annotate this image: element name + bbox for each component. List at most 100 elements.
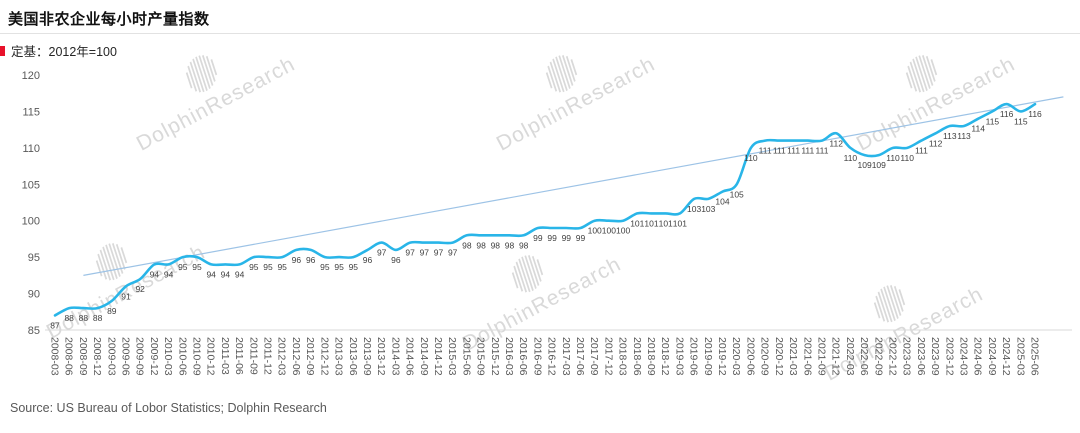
svg-text:2023-06: 2023-06 [915, 337, 927, 376]
svg-text:2017-06: 2017-06 [574, 337, 586, 376]
x-axis-labels: 2008-03 2008-06 2008-09 2008-12 2009-03 2009-… [49, 337, 1041, 376]
subtitle-row: 定基：2012年=100 [0, 41, 117, 60]
svg-text:2021-12: 2021-12 [830, 337, 842, 376]
base-note: 定基：2012年=100 [11, 45, 117, 59]
svg-text:2008-09: 2008-09 [77, 337, 89, 376]
svg-text:101: 101 [659, 218, 673, 228]
svg-text:2009-03: 2009-03 [105, 337, 117, 376]
svg-text:112: 112 [829, 138, 843, 148]
svg-text:109: 109 [872, 160, 886, 170]
svg-text:111: 111 [773, 146, 786, 156]
svg-text:115: 115 [22, 106, 40, 118]
svg-text:2017-09: 2017-09 [588, 337, 600, 376]
svg-text:97: 97 [448, 248, 458, 258]
svg-text:100: 100 [602, 226, 616, 236]
svg-text:2012-06: 2012-06 [290, 337, 302, 376]
svg-text:2009-12: 2009-12 [148, 337, 160, 376]
svg-text:2013-06: 2013-06 [347, 337, 359, 376]
svg-text:2019-09: 2019-09 [702, 337, 714, 376]
svg-text:2017-03: 2017-03 [560, 337, 572, 376]
svg-text:2015-09: 2015-09 [475, 337, 487, 376]
red-marker [0, 45, 5, 56]
svg-text:95: 95 [320, 262, 330, 272]
svg-text:113: 113 [957, 131, 971, 141]
svg-text:2022-09: 2022-09 [872, 337, 884, 376]
svg-text:2021-03: 2021-03 [787, 337, 799, 376]
svg-text:94: 94 [221, 269, 231, 279]
svg-text:2015-03: 2015-03 [446, 337, 458, 376]
svg-text:2025-03: 2025-03 [1014, 337, 1026, 376]
svg-text:95: 95 [263, 262, 273, 272]
svg-text:111: 111 [801, 146, 814, 156]
svg-text:2022-06: 2022-06 [858, 337, 870, 376]
svg-text:2012-12: 2012-12 [318, 337, 330, 376]
svg-text:91: 91 [121, 291, 131, 301]
svg-text:2022-03: 2022-03 [844, 337, 856, 376]
svg-text:2019-06: 2019-06 [688, 337, 700, 376]
svg-text:89: 89 [107, 306, 117, 316]
svg-text:96: 96 [391, 255, 401, 265]
svg-text:96: 96 [306, 255, 316, 265]
page-title: 美国非农企业每小时产量指数 [8, 11, 210, 28]
svg-text:98: 98 [476, 240, 486, 250]
svg-text:101: 101 [644, 218, 658, 228]
svg-text:95: 95 [277, 262, 287, 272]
svg-text:99: 99 [562, 233, 572, 243]
svg-text:90: 90 [28, 289, 40, 301]
svg-text:110: 110 [22, 143, 40, 155]
svg-text:2010-12: 2010-12 [205, 337, 217, 376]
svg-text:101: 101 [673, 218, 687, 228]
svg-text:111: 111 [759, 146, 772, 156]
svg-text:95: 95 [178, 262, 188, 272]
svg-text:110: 110 [900, 153, 914, 163]
svg-text:2022-12: 2022-12 [887, 337, 899, 376]
svg-text:101: 101 [630, 218, 644, 228]
svg-text:2020-06: 2020-06 [744, 337, 756, 376]
svg-text:113: 113 [943, 131, 957, 141]
svg-text:2014-03: 2014-03 [389, 337, 401, 376]
svg-text:2016-12: 2016-12 [546, 337, 558, 376]
svg-text:111: 111 [816, 146, 829, 156]
svg-text:2011-03: 2011-03 [219, 337, 231, 375]
svg-text:98: 98 [491, 240, 501, 250]
svg-text:103: 103 [687, 204, 701, 214]
svg-text:2023-09: 2023-09 [929, 337, 941, 376]
svg-text:2014-12: 2014-12 [432, 337, 444, 376]
svg-text:114: 114 [971, 124, 985, 134]
svg-text:2014-06: 2014-06 [404, 337, 416, 376]
svg-text:2016-06: 2016-06 [517, 337, 529, 376]
svg-text:2025-06: 2025-06 [1029, 337, 1041, 376]
source-note: Source: US Bureau of Lobor Statistics; D… [10, 401, 327, 415]
svg-text:111: 111 [915, 146, 928, 156]
svg-text:2019-03: 2019-03 [673, 337, 685, 376]
svg-text:116: 116 [1000, 109, 1014, 119]
svg-text:2021-09: 2021-09 [816, 337, 828, 376]
svg-text:110: 110 [744, 153, 758, 163]
series-line [53, 102, 1037, 317]
svg-text:100: 100 [22, 216, 40, 228]
svg-text:2018-12: 2018-12 [659, 337, 671, 376]
svg-text:105: 105 [730, 189, 744, 199]
svg-text:97: 97 [420, 248, 430, 258]
svg-text:2014-09: 2014-09 [418, 337, 430, 376]
svg-text:96: 96 [292, 255, 302, 265]
svg-text:99: 99 [533, 233, 543, 243]
svg-text:109: 109 [858, 160, 872, 170]
svg-text:2020-09: 2020-09 [759, 337, 771, 376]
svg-text:116: 116 [1028, 109, 1042, 119]
svg-text:92: 92 [135, 284, 145, 294]
svg-text:94: 94 [206, 269, 216, 279]
svg-text:120: 120 [22, 70, 40, 82]
svg-text:97: 97 [434, 248, 444, 258]
svg-text:88: 88 [79, 313, 89, 323]
svg-text:2019-12: 2019-12 [716, 337, 728, 376]
svg-text:2024-06: 2024-06 [972, 337, 984, 376]
svg-text:111: 111 [787, 146, 800, 156]
svg-text:2010-06: 2010-06 [176, 337, 188, 376]
svg-text:97: 97 [405, 248, 415, 258]
svg-text:100: 100 [616, 226, 630, 236]
svg-text:95: 95 [28, 252, 40, 264]
trend-line [83, 96, 1064, 276]
svg-text:105: 105 [22, 179, 40, 191]
